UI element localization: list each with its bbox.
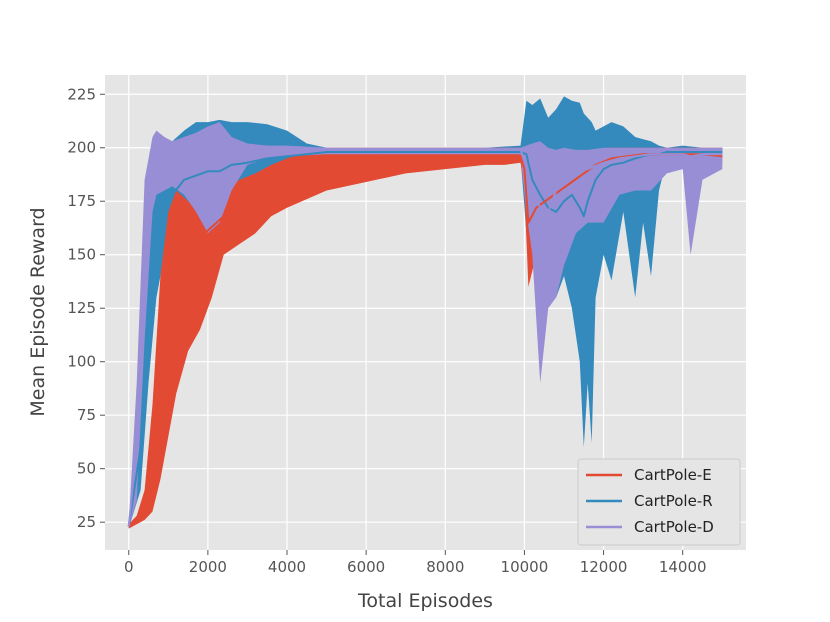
- legend: CartPole-E CartPole-R CartPole-D: [577, 458, 741, 546]
- y-tick-label: 75: [77, 406, 96, 424]
- y-tick-label: 200: [67, 139, 96, 157]
- axis-ticks: 0 2000 4000 6000 8000 10000 12000 14000 25 50 75 10…: [67, 85, 706, 576]
- y-tick-label: 100: [67, 353, 96, 371]
- x-tick-label: 6000: [347, 558, 385, 576]
- x-tick-label: 10000: [501, 558, 549, 576]
- band-cartpole-d: [128, 122, 723, 529]
- y-tick-label: 225: [67, 85, 96, 103]
- y-tick-label: 125: [67, 299, 96, 317]
- legend-label-cartpole-e: CartPole-E: [634, 466, 712, 484]
- x-axis-label: Total Episodes: [357, 590, 493, 612]
- legend-label-cartpole-d: CartPole-D: [634, 518, 714, 536]
- legend-label-cartpole-r: CartPole-R: [634, 492, 713, 510]
- x-tick-label: 0: [124, 558, 134, 576]
- line-cartpole-d: [127, 148, 723, 527]
- line-cartpole-r: [127, 151, 723, 527]
- y-tick-label: 150: [67, 246, 96, 264]
- x-tick-label: 2000: [189, 558, 227, 576]
- y-tick-label: 25: [77, 513, 96, 531]
- x-tick-label: 8000: [426, 558, 464, 576]
- y-tick-label: 50: [77, 460, 96, 478]
- y-axis-label: Mean Episode Reward: [27, 207, 49, 416]
- legend-box: [577, 458, 741, 546]
- x-tick-label: 14000: [659, 558, 707, 576]
- y-tick-label: 175: [67, 192, 96, 210]
- series-lines: [127, 148, 723, 528]
- x-tick-label: 4000: [268, 558, 306, 576]
- x-tick-label: 12000: [580, 558, 628, 576]
- series-bands: [128, 96, 723, 529]
